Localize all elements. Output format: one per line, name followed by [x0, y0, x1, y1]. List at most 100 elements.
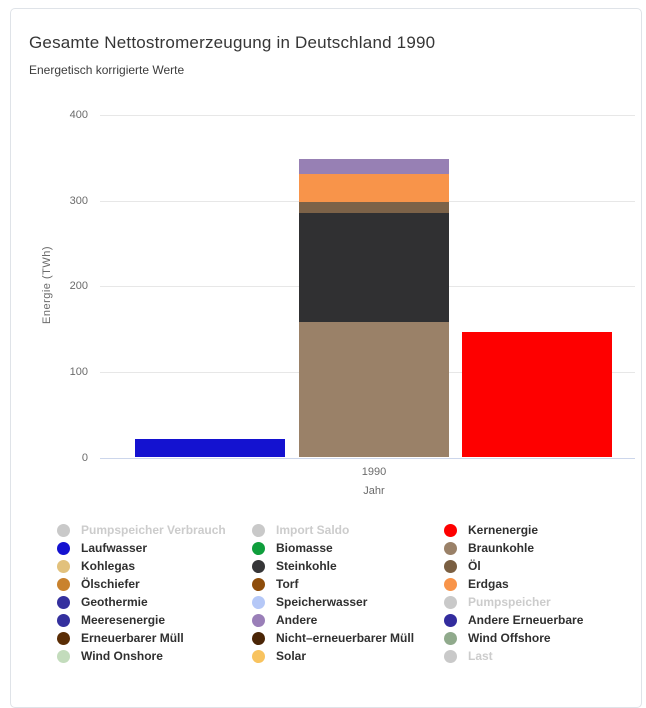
- legend-item-solar[interactable]: Solar: [252, 647, 414, 665]
- legend-column-1: Pumpspeicher Verbrauch Laufwasser Kohlegas…: [57, 521, 226, 665]
- legend-item-label: Steinkohle: [276, 559, 337, 573]
- legend-item-label: Erdgas: [468, 577, 509, 591]
- legend-item-label: Biomasse: [276, 541, 333, 555]
- legend-item-laufwasser[interactable]: Laufwasser: [57, 539, 226, 557]
- legend-marker-icon: [57, 595, 70, 609]
- bar-segment-steinkohle[interactable]: [299, 213, 449, 323]
- legend-item-erdgas[interactable]: Erdgas: [444, 575, 583, 593]
- legend-marker-icon: [444, 523, 457, 537]
- legend-item-oelschiefer[interactable]: Ölschiefer: [57, 575, 226, 593]
- legend-marker-icon: [57, 631, 70, 645]
- legend-item-label: Solar: [276, 649, 307, 663]
- legend-marker-icon: [444, 559, 457, 573]
- legend-item-label: Laufwasser: [81, 541, 148, 555]
- legend-column-3: Kernenergie Braunkohle Öl Erdgas Pumpspeiche…: [444, 521, 583, 665]
- legend-item-meeresenergie[interactable]: Meeresenergie: [57, 611, 226, 629]
- legend-item-kernenergie[interactable]: Kernenergie: [444, 521, 583, 539]
- legend-marker-icon: [444, 577, 457, 591]
- legend-item-biomasse[interactable]: Biomasse: [252, 539, 414, 557]
- legend-marker-icon: [57, 649, 70, 663]
- y-tick-label: 400: [69, 109, 88, 121]
- legend-marker-icon: [252, 541, 265, 555]
- legend-marker-icon: [252, 577, 265, 591]
- legend-item-torf[interactable]: Torf: [252, 575, 414, 593]
- legend-marker-icon: [57, 523, 70, 537]
- legend-item-label: Import Saldo: [276, 523, 350, 537]
- legend-item-geothermie[interactable]: Geothermie: [57, 593, 226, 611]
- chart-subtitle: Energetisch korrigierte Werte: [29, 63, 185, 77]
- legend-marker-icon: [252, 649, 265, 663]
- y-gridline: [100, 115, 635, 116]
- chart-title: Gesamte Nettostromerzeugung in Deutschla…: [29, 33, 436, 52]
- legend-item-oel[interactable]: Öl: [444, 557, 583, 575]
- legend-item-label: Ölschiefer: [81, 577, 140, 591]
- legend-item-last[interactable]: Last: [444, 647, 583, 665]
- legend-item-erneuerbarer-muell[interactable]: Erneuerbarer Müll: [57, 629, 226, 647]
- legend-item-label: Öl: [468, 559, 481, 573]
- legend-item-label: Andere: [276, 613, 318, 627]
- legend-item-steinkohle[interactable]: Steinkohle: [252, 557, 414, 575]
- legend-item-label: Pumpspeicher: [468, 595, 551, 609]
- bar-stack-wasserkraft: [135, 439, 285, 457]
- legend-item-pumpspeicher[interactable]: Pumpspeicher: [444, 593, 583, 611]
- x-axis-title: Jahr: [363, 485, 385, 497]
- legend-marker-icon: [57, 559, 70, 573]
- legend-item-label: Erneuerbarer Müll: [81, 631, 184, 645]
- legend-item-label: Andere Erneuerbare: [468, 613, 584, 627]
- legend-marker-icon: [57, 541, 70, 555]
- chart-header: Gesamte Nettostromerzeugung in Deutschla…: [11, 9, 641, 77]
- plot-area: [100, 115, 635, 459]
- bar-segment-oel[interactable]: [299, 202, 449, 214]
- legend-marker-icon: [444, 613, 457, 627]
- y-tick-label: 300: [69, 194, 88, 207]
- bar-segment-erdgas[interactable]: [299, 173, 449, 203]
- legend-marker-icon: [57, 577, 70, 591]
- x-tick-label: 1990: [361, 466, 387, 478]
- legend-marker-icon: [444, 649, 457, 663]
- legend-item-import-saldo[interactable]: Import Saldo: [252, 521, 414, 539]
- legend-item-label: Geothermie: [81, 595, 148, 609]
- legend-item-wind-onshore[interactable]: Wind Onshore: [57, 647, 226, 665]
- legend-item-kohlegas[interactable]: Kohlegas: [57, 557, 226, 575]
- legend-item-pumpspeicher-verbrauch[interactable]: Pumpspeicher Verbrauch: [57, 521, 226, 539]
- legend-marker-icon: [252, 613, 265, 627]
- y-tick-label: 100: [69, 365, 88, 378]
- legend-item-label: Speicherwasser: [276, 595, 368, 609]
- bar-stack-konventionell: [299, 159, 449, 457]
- legend-item-label: Wind Onshore: [81, 649, 163, 663]
- bar-segment-andere[interactable]: [299, 159, 449, 174]
- legend-marker-icon: [252, 523, 265, 537]
- legend-item-label: Braunkohle: [468, 541, 535, 555]
- chart-card: Gesamte Nettostromerzeugung in Deutschla…: [10, 8, 642, 708]
- legend-item-braunkohle[interactable]: Braunkohle: [444, 539, 583, 557]
- legend-item-label: Kohlegas: [81, 559, 136, 573]
- chart-area: Energie (TWh) 1990 Jahr 0 100 200 300 400: [11, 100, 641, 510]
- legend-item-label: Kernenergie: [468, 523, 539, 537]
- legend-column-2: Import Saldo Biomasse Steinkohle Torf Speich…: [252, 521, 414, 665]
- legend-marker-icon: [444, 631, 457, 645]
- legend-marker-icon: [57, 613, 70, 627]
- legend-marker-icon: [252, 631, 265, 645]
- bar-segment-kernenergie[interactable]: [462, 332, 612, 457]
- legend-item-speicherwasser[interactable]: Speicherwasser: [252, 593, 414, 611]
- x-axis-line: [100, 457, 635, 459]
- legend-marker-icon: [444, 541, 457, 555]
- legend-item-label: Meeresenergie: [81, 613, 166, 627]
- legend-item-andere[interactable]: Andere: [252, 611, 414, 629]
- y-tick-label: 0: [81, 451, 88, 464]
- bar-segment-braunkohle[interactable]: [299, 322, 449, 457]
- y-tick-label: 200: [69, 280, 88, 293]
- legend-item-label: Wind Offshore: [468, 631, 551, 645]
- legend-item-label: Nicht–erneuerbarer Müll: [276, 631, 415, 645]
- legend-item-wind-offshore[interactable]: Wind Offshore: [444, 629, 583, 647]
- legend-item-andere-erneuerbare[interactable]: Andere Erneuerbare: [444, 611, 583, 629]
- legend-item-label: Torf: [276, 577, 299, 591]
- bar-stack-kernenergie: [462, 332, 612, 457]
- legend-marker-icon: [252, 559, 265, 573]
- legend-item-nicht-erneuerbarer-muell[interactable]: Nicht–erneuerbarer Müll: [252, 629, 414, 647]
- legend-item-label: Last: [468, 649, 493, 663]
- legend-marker-icon: [444, 595, 457, 609]
- bar-segment-laufwasser[interactable]: [135, 439, 285, 457]
- legend-marker-icon: [252, 595, 265, 609]
- legend-item-label: Pumpspeicher Verbrauch: [81, 523, 226, 537]
